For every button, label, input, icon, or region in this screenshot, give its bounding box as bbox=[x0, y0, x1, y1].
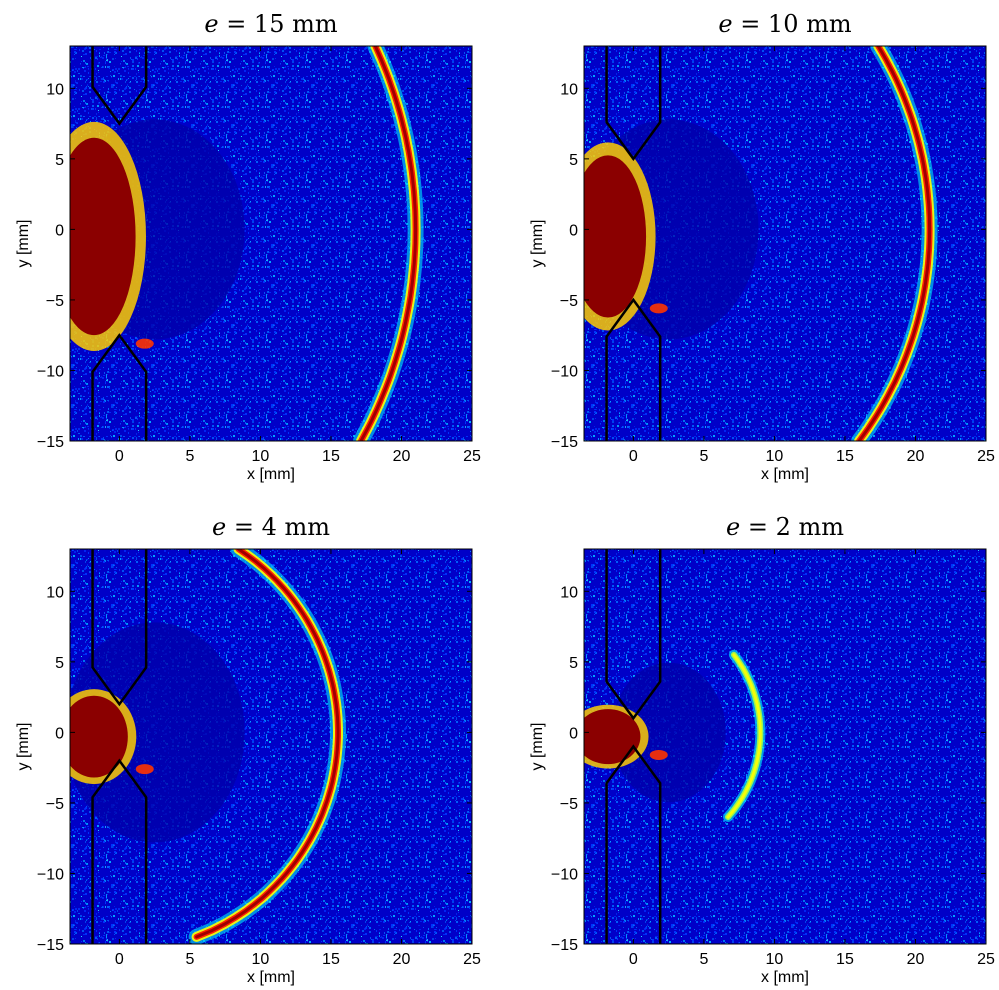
panel-title-variable: e bbox=[212, 513, 226, 541]
y-tick-label: −10 bbox=[551, 866, 578, 883]
plasma-spot bbox=[135, 764, 154, 775]
panel-title-variable: e bbox=[726, 513, 740, 541]
y-tick-label: −10 bbox=[37, 866, 64, 883]
y-tick-label: 0 bbox=[55, 222, 64, 239]
panel-title-value: = 2 mm bbox=[740, 513, 844, 541]
y-tick-label: 5 bbox=[55, 152, 64, 169]
dark-zone bbox=[611, 662, 726, 803]
panel-title: e = 15 mm bbox=[204, 10, 337, 38]
x-tick-label: 0 bbox=[115, 951, 124, 968]
y-tick-label: −15 bbox=[551, 937, 578, 954]
x-tick-label: 15 bbox=[836, 951, 854, 968]
shock-front-arc bbox=[857, 46, 932, 441]
y-axis-label: y [mm] bbox=[15, 723, 32, 771]
panel-title-value: = 10 mm bbox=[733, 10, 852, 38]
plasma-spot bbox=[135, 338, 154, 349]
panel-title-variable: e bbox=[204, 10, 218, 38]
y-tick-label: −5 bbox=[560, 293, 578, 310]
y-tick-label: 5 bbox=[55, 655, 64, 672]
y-tick-label: 10 bbox=[46, 584, 64, 601]
y-tick-label: −5 bbox=[46, 796, 64, 813]
x-tick-label: 5 bbox=[185, 951, 194, 968]
x-tick-label: 20 bbox=[393, 951, 411, 968]
y-tick-label: −15 bbox=[551, 434, 578, 451]
panel-title-value: = 4 mm bbox=[226, 513, 330, 541]
y-axis-label: y [mm] bbox=[15, 220, 32, 268]
y-axis-label: y [mm] bbox=[529, 220, 546, 268]
x-tick-label: 10 bbox=[252, 448, 270, 465]
plasma-core bbox=[70, 695, 128, 778]
plasma-spot bbox=[649, 303, 668, 314]
x-tick-label: 25 bbox=[463, 951, 481, 968]
x-tick-label: 10 bbox=[252, 951, 270, 968]
panel-title-value: = 15 mm bbox=[219, 10, 338, 38]
y-tick-label: 10 bbox=[46, 81, 64, 98]
axes-frame bbox=[583, 45, 987, 442]
shock-front-arc bbox=[359, 46, 418, 441]
upper-electrode-outline bbox=[605, 46, 662, 161]
upper-electrode-outline bbox=[605, 549, 662, 721]
dark-zone bbox=[70, 622, 245, 843]
x-tick-label: 15 bbox=[836, 448, 854, 465]
plasma-core bbox=[584, 709, 641, 765]
upper-electrode-outline bbox=[91, 549, 148, 707]
y-tick-label: −5 bbox=[560, 796, 578, 813]
shock-front-arc bbox=[195, 549, 340, 939]
y-tick-label: 5 bbox=[569, 152, 578, 169]
x-axis-label: x [mm] bbox=[761, 969, 809, 986]
x-tick-label: 15 bbox=[322, 448, 340, 465]
x-tick-label: 25 bbox=[977, 951, 995, 968]
y-tick-label: −15 bbox=[37, 434, 64, 451]
x-axis-label: x [mm] bbox=[247, 466, 295, 483]
x-tick-label: 10 bbox=[766, 448, 784, 465]
axes-frame bbox=[69, 548, 473, 945]
plasma-core bbox=[70, 137, 136, 336]
y-tick-label: 5 bbox=[569, 655, 578, 672]
x-tick-label: 5 bbox=[699, 448, 708, 465]
x-tick-label: 5 bbox=[185, 448, 194, 465]
y-tick-label: 0 bbox=[569, 725, 578, 742]
x-tick-label: 20 bbox=[907, 448, 925, 465]
x-axis-label: x [mm] bbox=[761, 466, 809, 483]
axes-frame bbox=[69, 45, 473, 442]
shock-front-arc bbox=[726, 653, 762, 819]
y-tick-label: 0 bbox=[55, 725, 64, 742]
x-tick-label: 20 bbox=[393, 448, 411, 465]
y-tick-label: −10 bbox=[551, 363, 578, 380]
lower-electrode-outline bbox=[91, 758, 148, 944]
y-tick-label: −15 bbox=[37, 937, 64, 954]
axes-frame bbox=[583, 548, 987, 945]
lower-electrode-outline bbox=[605, 744, 662, 944]
x-tick-label: 0 bbox=[629, 448, 638, 465]
x-axis-label: x [mm] bbox=[247, 969, 295, 986]
x-tick-label: 20 bbox=[907, 951, 925, 968]
x-tick-label: 10 bbox=[766, 951, 784, 968]
panel-title: e = 4 mm bbox=[212, 513, 330, 541]
upper-electrode-outline bbox=[91, 46, 148, 126]
plasma-spot bbox=[649, 749, 668, 760]
y-tick-label: −5 bbox=[46, 293, 64, 310]
x-tick-label: 25 bbox=[463, 448, 481, 465]
y-axis-label: y [mm] bbox=[529, 723, 546, 771]
plasma-core bbox=[584, 155, 647, 318]
lower-electrode-outline bbox=[91, 333, 148, 441]
y-tick-label: −10 bbox=[37, 363, 64, 380]
panel-title: e = 10 mm bbox=[718, 10, 851, 38]
x-tick-label: 5 bbox=[699, 951, 708, 968]
y-tick-label: 10 bbox=[560, 81, 578, 98]
y-tick-label: 0 bbox=[569, 222, 578, 239]
x-tick-label: 0 bbox=[629, 951, 638, 968]
panel-title: e = 2 mm bbox=[726, 513, 844, 541]
x-tick-label: 0 bbox=[115, 448, 124, 465]
y-tick-label: 10 bbox=[560, 584, 578, 601]
lower-electrode-outline bbox=[605, 297, 662, 441]
x-tick-label: 15 bbox=[322, 951, 340, 968]
panel-title-variable: e bbox=[718, 10, 732, 38]
x-tick-label: 25 bbox=[977, 448, 995, 465]
